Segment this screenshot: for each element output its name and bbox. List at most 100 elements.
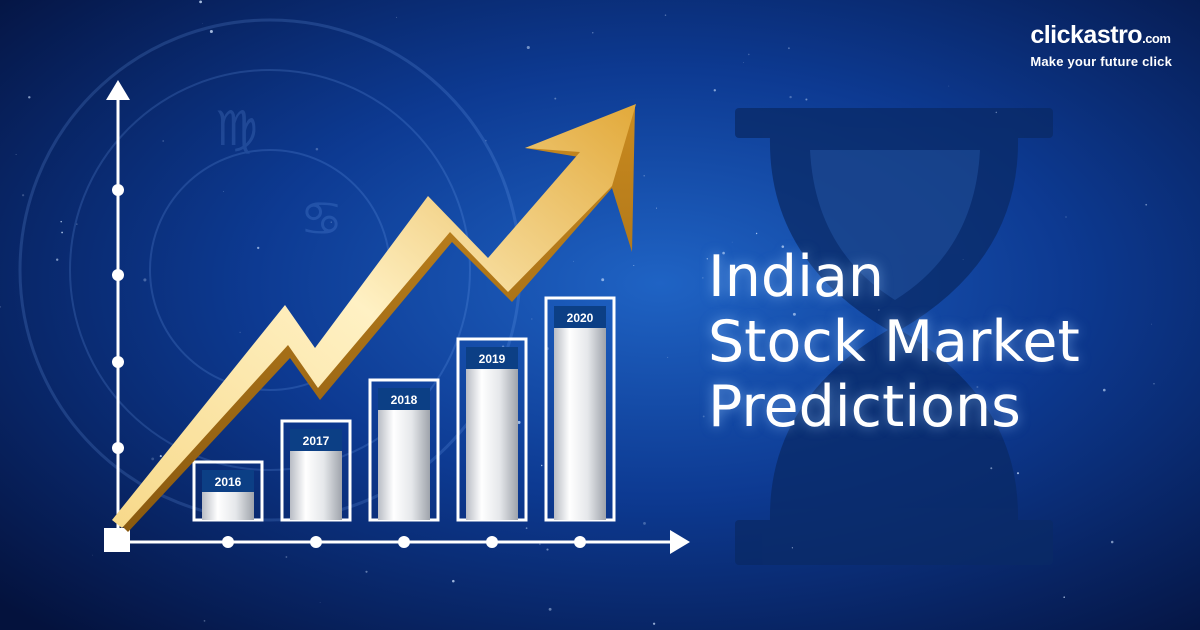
y-axis-ticks [112,184,124,454]
star [962,259,964,261]
star [755,232,758,235]
y-axis-tick [112,269,124,281]
star [330,221,333,223]
star [781,245,785,248]
star [805,98,808,101]
star [285,556,288,558]
star [976,386,979,388]
star [722,251,725,255]
star [540,464,543,467]
star [656,207,657,209]
star [209,29,213,34]
star [664,14,667,16]
star [15,154,17,156]
star [485,139,487,142]
star [554,97,557,100]
star [452,579,455,583]
star [92,554,94,556]
star [1072,357,1074,359]
star [0,306,2,308]
star [990,467,993,470]
x-axis-tick [486,536,498,548]
bar-2018: 2018 [368,378,440,522]
star [1145,203,1148,206]
star [162,140,165,142]
star [525,527,528,530]
star [706,258,708,260]
star [203,620,206,622]
star [878,309,880,311]
bar-2020: 2020 [544,296,616,522]
star [1065,216,1067,218]
star [633,265,635,267]
star [143,278,147,282]
star [28,96,31,99]
star [643,175,645,177]
star [702,277,704,279]
star [546,548,549,551]
hourglass-icon [735,108,1053,565]
star [859,402,861,404]
star [1102,388,1106,392]
brand-name: clickastro.com [1030,21,1171,49]
star [60,220,62,223]
svg-text:♍: ♍ [215,101,258,157]
star [948,85,950,87]
x-axis-tick [310,536,322,548]
bar-series: 2016 2017 2018 2019 2020 [192,296,616,522]
star [1151,323,1152,325]
x-axis-tick [574,536,586,548]
bar-label: 2016 [215,475,242,489]
star [223,191,224,192]
star [747,53,750,56]
star [652,622,656,625]
star [792,312,796,316]
star [526,45,530,50]
star [319,602,321,603]
star [573,260,574,262]
star [643,522,646,525]
x-axis-ticks [222,536,586,548]
star [713,89,716,92]
star [151,457,155,461]
star [702,415,705,418]
star [517,420,521,424]
star [56,258,59,261]
star [731,241,733,243]
star [257,246,260,250]
headline-line-2: Stock Market [708,309,1080,375]
headline: Indian Stock Market Predictions [708,245,1080,440]
star [396,16,398,18]
star [201,23,203,25]
y-axis-tick [112,356,124,368]
headline-line-3: Predictions [708,374,1021,440]
star [1016,472,1020,475]
star [601,278,605,282]
star [1063,596,1065,598]
brand-logo[interactable]: clickastro.com Make your future click [1030,22,1172,69]
bar-label: 2020 [567,311,594,325]
star [159,455,162,458]
star [22,194,25,197]
star [539,543,541,546]
trend-arrow-icon [112,104,636,532]
star [787,47,790,50]
y-axis-tick [112,442,124,454]
bar-2016: 2016 [192,460,264,522]
star [548,607,552,611]
star [995,111,998,114]
star [315,147,319,151]
star [76,223,78,225]
axis-origin [104,528,130,552]
star [789,95,792,99]
bar-label: 2017 [303,434,330,448]
star [239,331,241,334]
star [199,0,202,4]
y-axis-tick [112,184,124,196]
star [1110,540,1114,544]
star [365,570,368,573]
bar-label: 2018 [391,393,418,407]
star [592,32,594,34]
bar-2017: 2017 [280,419,352,522]
